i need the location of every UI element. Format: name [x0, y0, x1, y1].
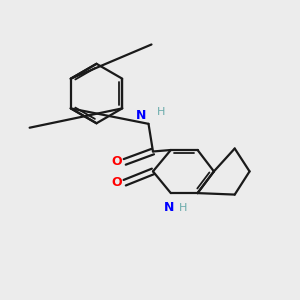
- Text: O: O: [111, 155, 122, 168]
- Text: H: H: [157, 107, 165, 117]
- Text: O: O: [111, 176, 122, 189]
- Text: N: N: [136, 110, 146, 122]
- Text: H: H: [179, 202, 188, 213]
- Text: N: N: [164, 201, 175, 214]
